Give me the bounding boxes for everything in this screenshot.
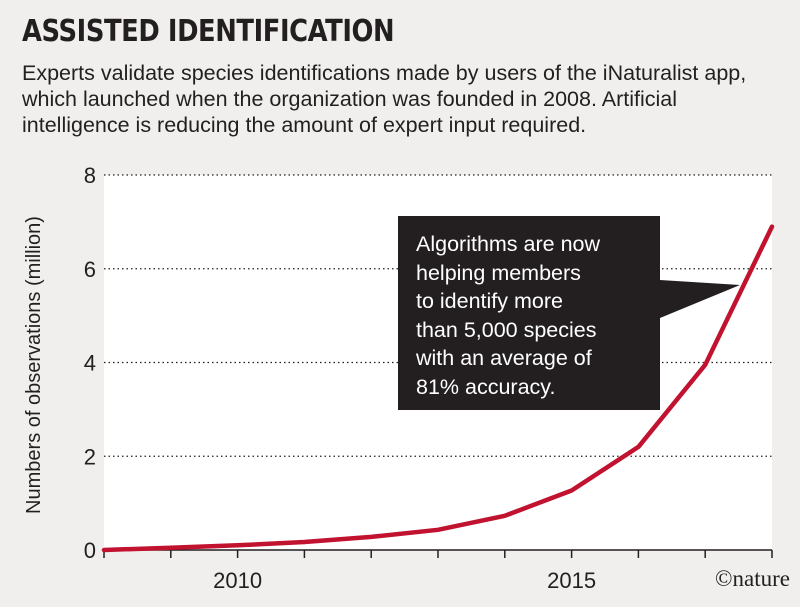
y-tick-label: 0 (84, 538, 96, 563)
callout-line: with an average of (416, 346, 592, 370)
callout-line: to identify more (416, 289, 563, 313)
nature-credit: ©nature (715, 566, 790, 591)
y-tick-label: 4 (84, 351, 96, 376)
y-tick-label: 6 (84, 257, 96, 282)
callout-line: helping members (416, 260, 581, 285)
y-tick-label: 8 (84, 163, 96, 188)
y-tick-label: 2 (84, 444, 96, 469)
series-line (101, 224, 775, 553)
x-tick-label: 2010 (213, 568, 262, 593)
chart-subtitle: Experts validate species identifications… (22, 61, 747, 137)
y-tick-labels: 0 2 4 6 8 (84, 163, 96, 563)
callout-line: than 5,000 species (416, 317, 597, 342)
callout-pointer (660, 280, 740, 318)
x-tick-marks (103, 550, 773, 558)
x-tick-labels: 2010 2015 (213, 568, 596, 593)
y-axis-label: Numbers of observations (million) (23, 216, 45, 514)
callout-line: 81% accuracy. (416, 374, 556, 399)
x-tick-label: 2015 (547, 568, 596, 593)
callout-line: Algorithms are now (416, 232, 601, 256)
annotation-callout: Algorithms are now helping members to id… (398, 216, 660, 410)
chart-title: ASSISTED IDENTIFICATION (22, 14, 395, 49)
